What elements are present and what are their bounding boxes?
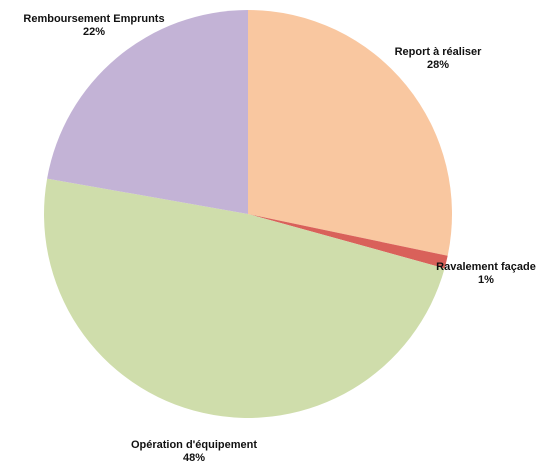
- slice-percent-operation-d-equipement: 48%: [183, 452, 205, 464]
- pie-slices: [44, 10, 453, 418]
- slice-percent-report-a-realiser: 28%: [427, 59, 449, 71]
- pie-slice-remboursement-emprunts: [47, 10, 248, 214]
- slice-label-report-a-realiser: Report à réaliser: [395, 46, 483, 58]
- pie-slice-report-a-realiser: [248, 10, 453, 256]
- slice-percent-ravalement-facade: 1%: [478, 274, 494, 286]
- slice-label-remboursement-emprunts: Remboursement Emprunts: [23, 13, 164, 25]
- slice-label-ravalement-facade: Ravalement façade: [436, 261, 536, 273]
- slice-percent-remboursement-emprunts: 22%: [83, 26, 105, 38]
- pie-slice-operation-d-equipement: [44, 178, 445, 418]
- slice-label-operation-d-equipement: Opération d'équipement: [131, 439, 257, 451]
- pie-slice-ravalement-facade: [248, 214, 448, 269]
